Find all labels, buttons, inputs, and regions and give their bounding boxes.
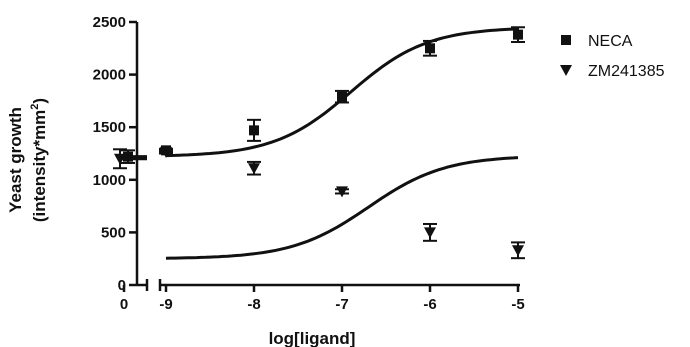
- y-tick-label: 500: [101, 224, 126, 241]
- axes: [122, 20, 520, 292]
- x-tick-label: -9: [159, 296, 172, 313]
- legend-marker: [561, 35, 571, 45]
- series-zm241385: [113, 146, 525, 260]
- data-point: [249, 125, 259, 136]
- x-break-tick-label: 0: [120, 296, 128, 313]
- data-point: [424, 227, 436, 239]
- legend-marker: [560, 65, 572, 76]
- y-axis-units-close: ): [30, 98, 49, 104]
- y-tick-label: 2500: [93, 14, 126, 31]
- x-tick-label: -5: [511, 296, 524, 313]
- legend-label: NECA: [588, 33, 633, 50]
- data-point: [425, 43, 435, 54]
- data-point: [336, 186, 348, 198]
- data-point: [512, 245, 524, 257]
- legend: NECA ZM241385: [560, 33, 665, 80]
- series-layer: [113, 26, 525, 260]
- legend-item: NECA: [561, 33, 633, 50]
- fit-curve: [165, 156, 519, 260]
- y-tick-label: 1500: [93, 119, 126, 136]
- y-axis-units-text: (intensity*mm: [30, 110, 49, 222]
- y-tick-label: 2000: [93, 67, 126, 84]
- x-axis-title: log[ligand]: [269, 329, 356, 347]
- y-tick-label: 1000: [93, 172, 126, 189]
- y-axis-title-units: (intensity*mm2): [29, 98, 49, 222]
- tick-labels: 0 500 1000 1500 2000 2500 0 -9 -8 -7 -6 -5: [93, 14, 525, 313]
- y-axis-title: Yeast growth: [6, 107, 25, 213]
- y-tick-label: 0: [118, 277, 126, 294]
- data-point: [248, 163, 260, 175]
- data-point: [513, 29, 523, 40]
- x-tick-label: -7: [335, 296, 348, 313]
- x-tick-label: -8: [247, 296, 260, 313]
- y-axis-units-sup: 2: [29, 104, 41, 110]
- legend-item: ZM241385: [560, 63, 665, 80]
- data-point: [337, 91, 347, 102]
- x-tick-label: -6: [423, 296, 436, 313]
- data-point: [160, 146, 172, 158]
- legend-label: ZM241385: [588, 63, 665, 80]
- series-neca: [118, 26, 525, 164]
